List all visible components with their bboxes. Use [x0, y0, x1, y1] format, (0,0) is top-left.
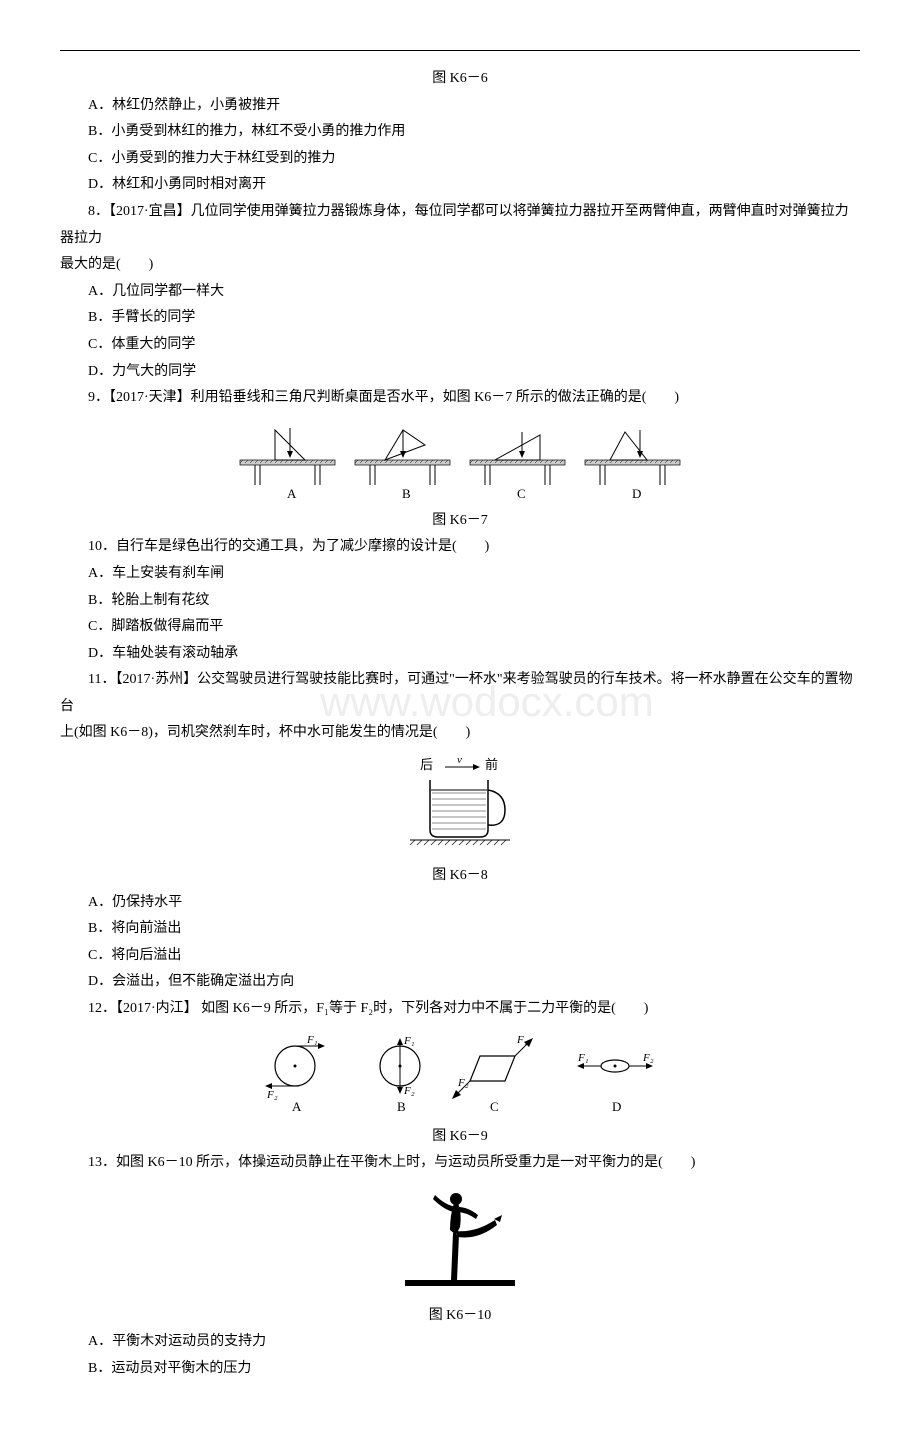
q10-option-d: D．车轴处装有滚动轴承 [60, 641, 860, 668]
svg-text:D: D [612, 1099, 621, 1114]
q8-stem-line2: 最大的是( ) [60, 252, 860, 279]
label-back: 后 [420, 757, 433, 772]
figure-k6-9: F₁ F₂ A F₁ F₂ B F₁ F₂ C F₁ F₂ D [60, 1031, 860, 1116]
svg-text:F₂: F₂ [403, 1085, 415, 1097]
q10-option-c: C．脚踏板做得扁而平 [60, 614, 860, 641]
q11-option-b: B．将向前溢出 [60, 916, 860, 943]
figure-caption-k6-7: 图 K6－7 [60, 508, 860, 535]
q7-option-c: C．小勇受到的推力大于林红受到的推力 [60, 146, 860, 173]
q13-stem: 13．如图 K6－10 所示，体操运动员静止在平衡木上时，与运动员所受重力是一对… [60, 1150, 860, 1177]
q7-option-b: B．小勇受到林红的推力，林红不受小勇的推力作用 [60, 119, 860, 146]
svg-text:B: B [402, 486, 411, 500]
q7-option-a: A．林红仍然静止，小勇被推开 [60, 93, 860, 120]
svg-text:F₁: F₁ [577, 1052, 589, 1064]
label-front: 前 [485, 757, 498, 772]
svg-text:C: C [517, 486, 526, 500]
q8-stem-line1: 8．【2017·宜昌】几位同学使用弹簧拉力器锻炼身体，每位同学都可以将弹簧拉力器… [60, 199, 860, 252]
figure-k6-8: 后 前 v [60, 755, 860, 855]
q13-option-b: B．运动员对平衡木的压力 [60, 1356, 860, 1383]
q11-stem-line1: 11．【2017·苏州】公交驾驶员进行驾驶技能比赛时，可通过"一杯水"来考验驾驶… [60, 667, 860, 720]
svg-text:F₂: F₂ [266, 1089, 278, 1101]
q13-option-a: A．平衡木对运动员的支持力 [60, 1329, 860, 1356]
q11-option-a: A．仍保持水平 [60, 890, 860, 917]
top-rule [60, 50, 860, 51]
q11-option-c: C．将向后溢出 [60, 943, 860, 970]
figure-caption-k6-10: 图 K6－10 [60, 1303, 860, 1330]
label-v: v [457, 755, 462, 766]
q7-option-d: D．林红和小勇同时相对离开 [60, 172, 860, 199]
svg-text:F₂: F₂ [642, 1052, 654, 1064]
figure-caption-k6-9: 图 K6－9 [60, 1124, 860, 1151]
q8-option-c: C．体重大的同学 [60, 332, 860, 359]
figure-caption-k6-8: 图 K6－8 [60, 863, 860, 890]
q8-option-b: B．手臂长的同学 [60, 305, 860, 332]
figure-caption-k6-6: 图 K6－6 [60, 66, 860, 93]
svg-text:A: A [287, 486, 297, 500]
q12-stem: 12．【2017·内江】 如图 K6－9 所示，F₁等于 F₂时，下列各对力中不… [60, 996, 860, 1023]
q11-option-d: D．会溢出，但不能确定溢出方向 [60, 969, 860, 996]
q9-stem: 9．【2017·天津】利用铅垂线和三角尺判断桌面是否水平，如图 K6－7 所示的… [60, 385, 860, 412]
q8-option-d: D．力气大的同学 [60, 359, 860, 386]
svg-text:F₁: F₁ [403, 1035, 415, 1047]
q10-stem: 10．自行车是绿色出行的交通工具，为了减少摩擦的设计是( ) [60, 534, 860, 561]
figure-k6-7: A B C D [60, 420, 860, 500]
figure-k6-10 [60, 1185, 860, 1295]
svg-text:B: B [397, 1099, 406, 1114]
svg-text:D: D [632, 486, 641, 500]
svg-text:F₁: F₁ [516, 1034, 528, 1046]
svg-text:C: C [490, 1099, 499, 1114]
svg-text:A: A [292, 1099, 302, 1114]
q10-option-b: B．轮胎上制有花纹 [60, 588, 860, 615]
q11-stem-line2: 上(如图 K6－8)，司机突然刹车时，杯中水可能发生的情况是( ) [60, 720, 860, 747]
svg-text:F₁: F₁ [306, 1034, 318, 1046]
q10-option-a: A．车上安装有刹车闸 [60, 561, 860, 588]
q8-option-a: A．几位同学都一样大 [60, 279, 860, 306]
svg-text:F₂: F₂ [457, 1077, 469, 1089]
